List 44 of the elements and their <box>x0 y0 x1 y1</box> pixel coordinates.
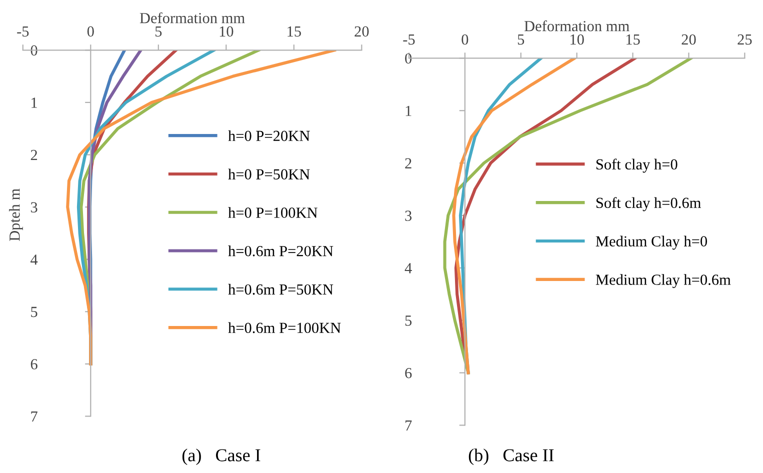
y-tick-label: 7 <box>31 412 38 422</box>
y-tick-label: 4 <box>404 263 412 274</box>
legend-label: Medium Clay h=0.6m <box>596 274 731 288</box>
x-tick-label: 5 <box>155 26 162 37</box>
y-tick-label: 2 <box>405 158 412 168</box>
y-tick-label: 6 <box>30 359 38 370</box>
y-tick-label: 1 <box>406 106 412 116</box>
y-tick-label: 0 <box>405 53 412 64</box>
legend-label: h=0.6m P=20KN <box>228 246 334 256</box>
x-tick-label: 20 <box>682 34 696 45</box>
y-tick-label: 7 <box>406 420 412 431</box>
legend-label: Soft clay h=0.6m <box>596 197 701 212</box>
y-tick-label: 5 <box>405 316 412 326</box>
legend-label: h=0 P=50KN <box>228 168 310 180</box>
y-tick-label: 3 <box>30 202 38 212</box>
x-tick-label: 10 <box>220 26 234 37</box>
text: (b) Case II <box>468 448 554 466</box>
y-axis-title: Dpteh m <box>9 188 23 241</box>
y-tick-label: 1 <box>32 98 37 108</box>
legend-label: h=0 P=20KN <box>228 130 310 142</box>
legend-label: Soft clay h=0 <box>596 158 678 173</box>
y-tick-label: 2 <box>30 150 38 160</box>
x-tick-label: -5 <box>403 34 415 45</box>
text: (a) Case I <box>182 448 260 466</box>
x-tick-label: 0 <box>87 26 94 37</box>
legend-label: h=0 P=100KN <box>228 207 318 218</box>
legend-label: Medium Clay h=0 <box>596 236 708 250</box>
y-tick-label: 5 <box>31 306 38 318</box>
x-tick-label: -5 <box>17 26 29 37</box>
y-tick-label: 6 <box>405 368 412 378</box>
x-tick-label: 10 <box>570 34 584 45</box>
x-tick-label: 15 <box>626 34 640 45</box>
x-axis-title: Deformation mm <box>524 20 630 32</box>
line-series <box>452 58 576 374</box>
x-tick-label: 15 <box>288 26 301 37</box>
legend-label: h=0.6m P=100KN <box>228 322 341 334</box>
x-axis-title: Deformation mm <box>140 12 245 24</box>
x-tick-label: 0 <box>462 34 468 45</box>
x-tick-label: 25 <box>738 34 752 45</box>
legend-label: h=0.6m P=50KN <box>228 284 334 295</box>
y-tick-label: 3 <box>405 210 412 221</box>
x-tick-label: 20 <box>354 26 369 37</box>
y-tick-label: 4 <box>30 254 38 265</box>
x-tick-label: 5 <box>518 34 524 45</box>
